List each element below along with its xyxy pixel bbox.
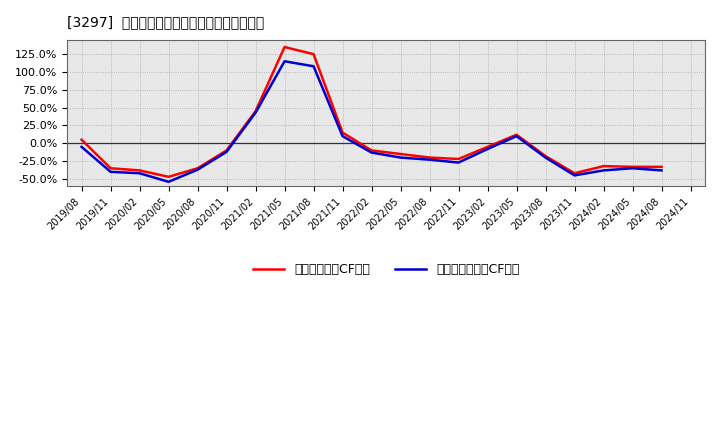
流動負債営業CF比率 — [164, 174, 173, 180]
Line: 流動負債フリーCF比率: 流動負債フリーCF比率 — [81, 61, 662, 182]
流動負債営業CF比率 — [135, 168, 144, 173]
流動負債フリーCF比率 — [367, 150, 376, 155]
流動負債営業CF比率 — [107, 165, 115, 171]
Line: 流動負債営業CF比率: 流動負債営業CF比率 — [81, 47, 662, 177]
流動負債営業CF比率 — [280, 44, 289, 50]
流動負債フリーCF比率 — [541, 155, 550, 160]
流動負債フリーCF比率 — [599, 168, 608, 173]
流動負債フリーCF比率 — [309, 64, 318, 69]
流動負債営業CF比率 — [338, 130, 347, 135]
流動負債営業CF比率 — [251, 109, 260, 114]
流動負債フリーCF比率 — [426, 157, 434, 162]
流動負債営業CF比率 — [367, 148, 376, 153]
流動負債フリーCF比率 — [338, 133, 347, 139]
流動負債営業CF比率 — [599, 164, 608, 169]
Legend: 流動負債営業CF比率, 流動負債フリーCF比率: 流動負債営業CF比率, 流動負債フリーCF比率 — [248, 258, 524, 281]
流動負債営業CF比率 — [628, 164, 636, 169]
流動負債営業CF比率 — [483, 144, 492, 150]
流動負債フリーCF比率 — [107, 169, 115, 175]
流動負債フリーCF比率 — [164, 179, 173, 184]
流動負債フリーCF比率 — [280, 59, 289, 64]
流動負債フリーCF比率 — [396, 155, 405, 160]
流動負債営業CF比率 — [512, 132, 521, 137]
流動負債営業CF比率 — [193, 165, 202, 171]
流動負債営業CF比率 — [309, 51, 318, 57]
流動負債営業CF比率 — [77, 137, 86, 143]
流動負債営業CF比率 — [454, 156, 463, 161]
流動負債フリーCF比率 — [454, 160, 463, 165]
流動負債フリーCF比率 — [77, 144, 86, 150]
流動負債営業CF比率 — [396, 151, 405, 157]
流動負債フリーCF比率 — [570, 173, 579, 178]
流動負債フリーCF比率 — [512, 133, 521, 139]
流動負債営業CF比率 — [426, 155, 434, 160]
流動負債営業CF比率 — [657, 164, 666, 169]
流動負債フリーCF比率 — [222, 149, 231, 154]
流動負債フリーCF比率 — [135, 171, 144, 176]
流動負債フリーCF比率 — [628, 165, 636, 171]
流動負債フリーCF比率 — [483, 147, 492, 152]
流動負債フリーCF比率 — [251, 110, 260, 115]
流動負債フリーCF比率 — [657, 168, 666, 173]
流動負債営業CF比率 — [570, 171, 579, 176]
Text: [3297]  流動負債キャッシュフロー比率の推移: [3297] 流動負債キャッシュフロー比率の推移 — [67, 15, 264, 29]
流動負債営業CF比率 — [541, 154, 550, 159]
流動負債営業CF比率 — [222, 148, 231, 153]
流動負債フリーCF比率 — [193, 167, 202, 172]
